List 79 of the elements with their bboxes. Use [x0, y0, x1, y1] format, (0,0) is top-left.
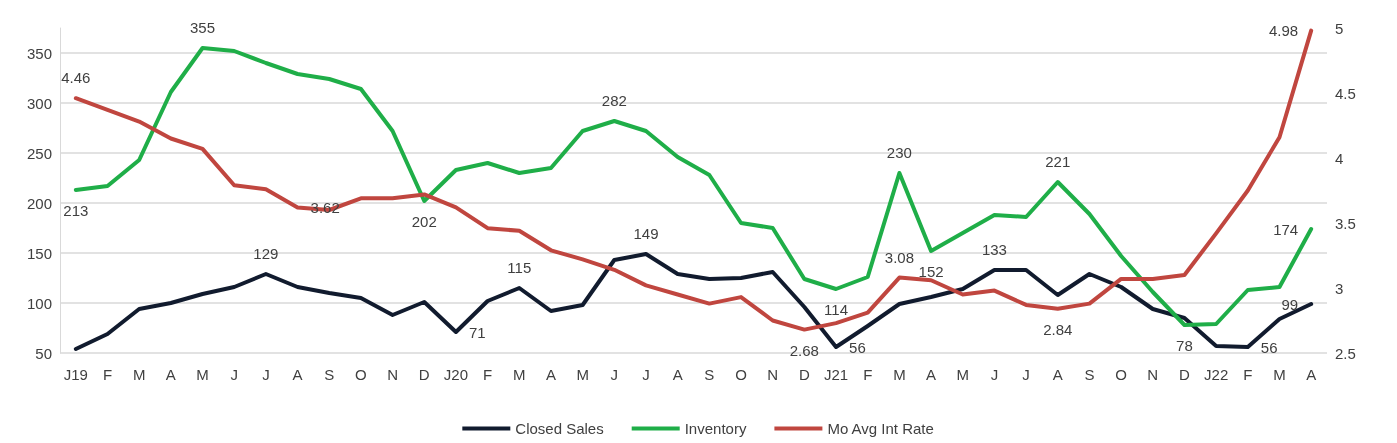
- x-tick-label: J22: [1204, 366, 1229, 383]
- x-tick-label: A: [1052, 366, 1063, 383]
- y2-tick-label: 5: [1335, 19, 1344, 37]
- x-tick-label: J: [262, 366, 270, 383]
- x-tick-label: F: [483, 366, 493, 383]
- x-tick-label: O: [1115, 366, 1127, 383]
- data-label: 174: [1273, 220, 1299, 238]
- x-tick-label: J19: [63, 366, 88, 383]
- y2-tick-label: 3: [1335, 279, 1344, 297]
- data-label: 355: [190, 19, 216, 36]
- x-tick-label: F: [863, 366, 873, 383]
- data-label: 152: [918, 263, 944, 280]
- y-tick-label: 200: [26, 194, 52, 212]
- x-tick-label: M: [956, 366, 969, 383]
- data-label: 71: [468, 323, 486, 341]
- data-label: 2.84: [1043, 320, 1073, 338]
- x-tick-label: M: [893, 366, 906, 383]
- data-label: 99: [1281, 295, 1299, 313]
- legend-label: Mo Avg Int Rate: [827, 420, 934, 437]
- x-tick-label: J: [610, 366, 619, 383]
- x-tick-label: J20: [443, 366, 469, 383]
- x-tick-label: F: [1243, 366, 1253, 383]
- x-tick-label: A: [545, 366, 556, 383]
- data-label: 133: [981, 241, 1007, 258]
- x-tick-label: A: [926, 366, 937, 383]
- data-label: 213: [63, 202, 89, 219]
- x-tick-label: M: [513, 366, 526, 383]
- x-tick-label: A: [1306, 366, 1317, 383]
- y2-tick-label: 2.5: [1335, 344, 1356, 362]
- data-label: 282: [601, 92, 627, 109]
- y2-tick-label: 4: [1335, 149, 1344, 167]
- x-tick-label: A: [165, 366, 176, 383]
- x-tick-label: J: [642, 366, 650, 383]
- y-tick-label: 300: [26, 94, 52, 112]
- x-tick-label: J: [990, 366, 999, 383]
- y2-tick-label: 4.5: [1335, 84, 1356, 102]
- x-tick-label: N: [387, 366, 399, 383]
- data-label: 2.68: [789, 341, 819, 359]
- y-tick-label: 100: [26, 294, 52, 312]
- data-label: 149: [633, 225, 659, 242]
- data-label: 115: [507, 259, 532, 276]
- x-tick-label: S: [324, 366, 335, 383]
- x-tick-label: D: [798, 366, 810, 383]
- x-tick-label: D: [418, 366, 430, 383]
- data-label: 221: [1045, 153, 1071, 170]
- x-tick-label: N: [767, 366, 779, 383]
- y-tick-label: 50: [35, 344, 52, 362]
- x-tick-label: J: [230, 366, 238, 383]
- x-tick-label: S: [1084, 366, 1095, 383]
- data-label: 4.46: [61, 69, 91, 87]
- legend-label: Inventory: [684, 420, 747, 437]
- x-tick-label: S: [704, 366, 715, 383]
- x-tick-label: J21: [823, 366, 849, 383]
- x-tick-label: D: [1179, 366, 1191, 383]
- data-label: 202: [411, 213, 437, 230]
- data-label: 4.98: [1268, 22, 1299, 40]
- x-tick-label: A: [672, 366, 683, 383]
- data-label: 129: [253, 245, 279, 262]
- x-tick-label: M: [576, 366, 589, 383]
- x-tick-label: O: [735, 366, 747, 383]
- legend-label: Closed Sales: [515, 420, 604, 437]
- data-label: 56: [1260, 338, 1278, 356]
- data-label: 230: [886, 144, 912, 161]
- y-tick-label: 250: [26, 144, 52, 162]
- x-tick-label: N: [1147, 366, 1159, 383]
- y-tick-label: 150: [26, 244, 52, 262]
- data-label: 3.08: [884, 248, 914, 266]
- x-tick-label: M: [196, 366, 209, 383]
- x-tick-label: A: [292, 366, 303, 383]
- x-tick-label: M: [1273, 366, 1286, 383]
- x-tick-label: F: [102, 366, 113, 383]
- data-label: 78: [1176, 337, 1193, 354]
- y-tick-label: 350: [26, 44, 52, 62]
- data-label: 56: [849, 338, 866, 356]
- x-tick-label: M: [132, 366, 146, 383]
- x-tick-label: J: [1022, 366, 1030, 383]
- y2-tick-label: 3.5: [1335, 214, 1356, 232]
- data-label: 114: [824, 301, 848, 318]
- x-tick-label: O: [355, 366, 367, 383]
